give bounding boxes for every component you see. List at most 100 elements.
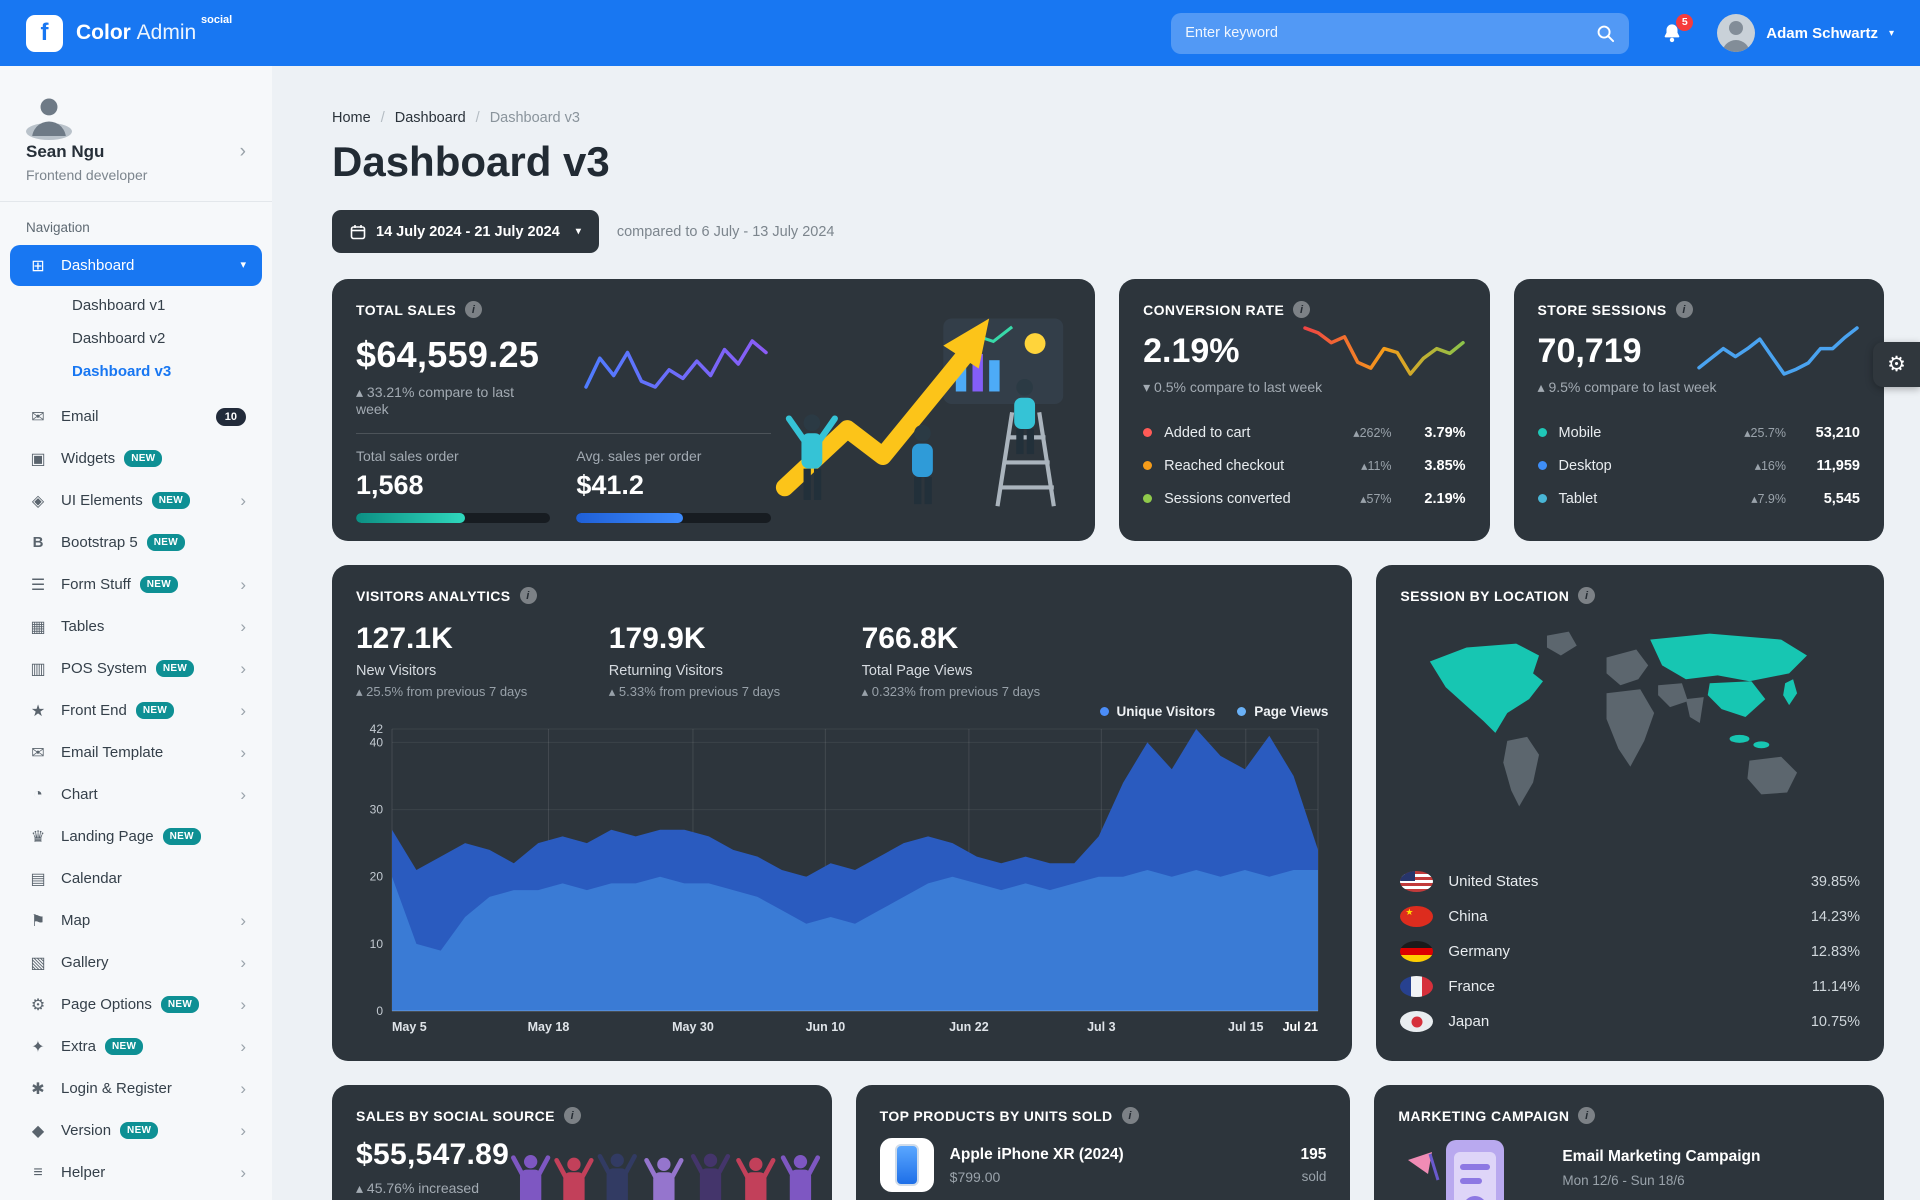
country-percent: 39.85%: [1810, 873, 1860, 890]
search-icon[interactable]: [1596, 24, 1615, 43]
sidebar-item-chart[interactable]: ◔ Chart ›: [10, 774, 262, 815]
sidebar-item-front-end[interactable]: ★ Front End NEW ›: [10, 690, 262, 731]
sales-by-social-card: SALES BY SOCIAL SOURCE i $55,547.89 ▴ 45…: [332, 1085, 832, 1200]
sidebar: Sean Ngu › Frontend developer Navigation…: [0, 66, 272, 1200]
status-dot: [1537, 428, 1547, 437]
new-visitors-stat: 127.1K New Visitors ▴ 25.5% from previou…: [356, 622, 609, 700]
info-icon[interactable]: i: [1675, 301, 1693, 318]
cn-flag-icon: [1400, 906, 1434, 927]
sidebar-item-email[interactable]: ✉ Email 10: [10, 396, 262, 437]
country-name: United States: [1448, 873, 1539, 890]
page-title: Dashboard v3: [332, 138, 610, 185]
sidebar-subitem-dashboard-v3[interactable]: Dashboard v3: [72, 363, 172, 380]
chevron-right-icon: ›: [240, 1037, 246, 1056]
search-input[interactable]: [1185, 25, 1597, 41]
marketing-campaign-card: MARKETING CAMPAIGN i: [1374, 1085, 1884, 1200]
sidebar-item-helper[interactable]: ≡ Helper ›: [10, 1152, 262, 1193]
sidebar-item-map[interactable]: ⚑ Map ›: [10, 900, 262, 941]
count-badge: 10: [215, 407, 246, 426]
session-by-location-card: SESSION BY LOCATION i: [1376, 565, 1884, 1061]
chevron-right-icon: ›: [240, 617, 246, 636]
product-row[interactable]: Apple iPhone XR (2024) $799.00 195 sold: [879, 1138, 1327, 1192]
progress-track: [356, 513, 551, 523]
total-page-views-stat: 766.8K Total Page Views ▴ 0.323% from pr…: [862, 622, 1115, 700]
menu-label: Form Stuff: [61, 576, 131, 593]
chevron-right-icon[interactable]: ›: [239, 141, 246, 162]
sidebar-item-widgets[interactable]: ▣ Widgets NEW: [10, 438, 262, 479]
stat-delta: ▴16%: [1754, 459, 1786, 473]
info-icon[interactable]: i: [1578, 587, 1596, 604]
search-box[interactable]: [1171, 12, 1630, 54]
legend-dot: [1237, 707, 1247, 716]
country-percent: 11.14%: [1811, 978, 1860, 995]
campaign-name: Email Marketing Campaign: [1562, 1148, 1761, 1165]
bottom-row: SALES BY SOCIAL SOURCE i $55,547.89 ▴ 45…: [332, 1085, 1884, 1200]
sidebar-item-login-register[interactable]: ✱ Login & Register ›: [10, 1068, 262, 1109]
sidebar-item-landing-page[interactable]: ♛ Landing Page NEW: [10, 816, 262, 857]
menu-label: Login & Register: [61, 1080, 172, 1097]
sessions-sparkline: [1694, 323, 1862, 379]
sidebar-profile[interactable]: Sean Ngu › Frontend developer: [0, 66, 272, 202]
sidebar-subitem-dashboard-v2[interactable]: Dashboard v2: [72, 330, 166, 347]
gear-icon: ⚙: [1887, 353, 1906, 376]
breadcrumb-home[interactable]: Home: [332, 110, 371, 126]
new-badge: NEW: [124, 450, 163, 467]
info-icon[interactable]: i: [563, 1107, 581, 1124]
product-count: 195: [1300, 1146, 1327, 1163]
avg-sales-stat: Avg. sales per order $41.2: [576, 448, 771, 523]
brand-name: Color Admin social: [76, 14, 232, 45]
de-flag-icon: [1400, 941, 1434, 962]
returning-visitors-stat: 179.9K Returning Visitors ▴ 5.33% from p…: [609, 622, 862, 700]
stat-label: Desktop: [1558, 457, 1612, 474]
info-icon[interactable]: i: [1293, 301, 1311, 318]
person-silhouette-icon: [1722, 21, 1751, 52]
compare-text: compared to 6 July - 13 July 2024: [616, 223, 835, 240]
landing-page-icon: ♛: [30, 828, 46, 846]
sidebar-item-ui-elements[interactable]: ◈ UI Elements NEW ›: [10, 480, 262, 521]
stat-row-sessions-converted: Sessions converted ▴57% 2.19%: [1143, 482, 1466, 515]
svg-text:30: 30: [370, 803, 384, 817]
user-menu[interactable]: Adam Schwartz ▾: [1717, 14, 1894, 52]
chevron-right-icon: ›: [240, 743, 246, 762]
people-illustration: [510, 1153, 820, 1200]
sidebar-item-tables[interactable]: ▦ Tables ›: [10, 606, 262, 647]
info-icon[interactable]: i: [519, 587, 537, 604]
theme-settings-button[interactable]: ⚙: [1873, 342, 1920, 387]
stat-label: Reached checkout: [1164, 457, 1285, 474]
legend-label: Page Views: [1254, 704, 1329, 719]
sidebar-item-gallery[interactable]: ▧ Gallery ›: [10, 942, 262, 983]
store-sessions-card: STORE SESSIONS i 70,719 ▴ 9.5% compare t…: [1513, 279, 1884, 541]
country-row-united-states: United States 39.85%: [1400, 864, 1860, 899]
conversion-delta: ▾ 0.5% compare to last week: [1143, 379, 1323, 395]
date-range-button[interactable]: 14 July 2024 - 21 July 2024 ▾: [332, 210, 599, 253]
breadcrumb-dashboard[interactable]: Dashboard: [394, 110, 466, 126]
menu-label: Helper: [61, 1164, 106, 1181]
info-icon[interactable]: i: [465, 301, 483, 318]
brand[interactable]: f Color Admin social: [26, 14, 232, 52]
menu-label: Tables: [61, 618, 105, 635]
person-silhouette-icon: [32, 98, 66, 139]
sidebar-item-page-options[interactable]: ⚙ Page Options NEW ›: [10, 984, 262, 1025]
sidebar-item-email-template[interactable]: ✉ Email Template ›: [10, 732, 262, 773]
campaign-title: MARKETING CAMPAIGN: [1398, 1107, 1570, 1124]
sidebar-item-dashboard[interactable]: ⊞ Dashboard ▾: [10, 245, 262, 286]
sidebar-item-pos-system[interactable]: ▥ POS System NEW ›: [10, 648, 262, 689]
brand-name-light: Admin: [136, 21, 197, 44]
info-icon[interactable]: i: [1578, 1107, 1596, 1124]
sidebar-subitem-dashboard-v1[interactable]: Dashboard v1: [72, 297, 166, 314]
country-name: Germany: [1448, 943, 1511, 960]
chart-icon: ◔: [33, 785, 43, 803]
ui-elements-icon: ◈: [31, 492, 45, 510]
sidebar-item-form-stuff[interactable]: ☰ Form Stuff NEW ›: [10, 564, 262, 605]
info-icon[interactable]: i: [1121, 1107, 1139, 1124]
sidebar-item-bootstrap-5[interactable]: B Bootstrap 5 NEW: [10, 522, 262, 563]
sidebar-item-extra[interactable]: ✦ Extra NEW ›: [10, 1026, 262, 1067]
location-title: SESSION BY LOCATION: [1400, 587, 1570, 604]
widgets-icon: ▣: [30, 450, 46, 468]
sidebar-item-version[interactable]: ◆ Version NEW ›: [10, 1110, 262, 1151]
bootstrap-5-icon: B: [32, 534, 44, 551]
brand-logo-icon: f: [26, 14, 63, 52]
notifications-button[interactable]: 5: [1661, 13, 1694, 45]
country-percent: 10.75%: [1810, 1013, 1860, 1030]
sidebar-item-calendar[interactable]: ▤ Calendar: [10, 858, 262, 899]
